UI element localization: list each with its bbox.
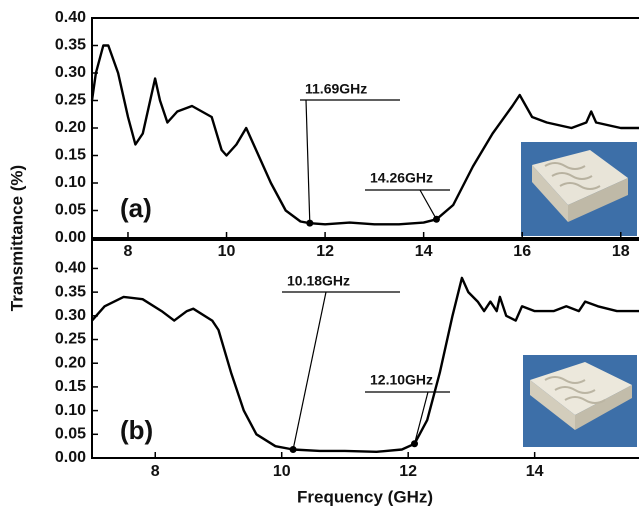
y-tick-label: 0.35 [55, 283, 86, 300]
x-tick-label: 8 [151, 463, 160, 480]
x-tick-label: 16 [513, 243, 531, 260]
data-line [91, 276, 639, 453]
y-tick-label: 0.15 [55, 147, 86, 164]
y-tick-label: 0.05 [55, 426, 86, 443]
inset-photo-b [523, 355, 637, 447]
annotation-label: 10.18GHz [287, 273, 350, 289]
y-tick-label: 0.25 [55, 92, 86, 109]
x-tick-label: 8 [124, 243, 133, 260]
annotation-marker [432, 215, 440, 223]
y-tick-label: 0.00 [55, 449, 86, 466]
y-tick-label: 0.10 [55, 402, 86, 419]
y-tick-label: 0.30 [55, 307, 86, 324]
data-line [90, 44, 639, 226]
x-tick-label: 10 [273, 463, 291, 480]
y-tick-label: 0.40 [55, 260, 86, 277]
annotation-leader [305, 99, 311, 224]
annotation-marker [289, 445, 297, 453]
y-tick-label: 0.30 [55, 64, 86, 81]
annotation-label: 11.69GHz [305, 81, 367, 97]
y-tick-label: 0.10 [55, 174, 86, 191]
y-tick-label: 0.15 [55, 378, 86, 395]
panel-label: (b) [120, 415, 153, 445]
x-axis-label: Frequency (GHz) [297, 487, 433, 506]
y-tick-label: 0.25 [55, 331, 86, 348]
annotation-label: 14.26GHz [370, 170, 433, 186]
inset-photo-a [521, 142, 637, 236]
x-tick-label: 14 [526, 463, 544, 480]
y-tick-label: 0.20 [55, 119, 86, 136]
x-tick-label: 14 [415, 243, 433, 260]
y-tick-label: 0.35 [55, 37, 86, 54]
panel-label: (a) [120, 193, 152, 223]
annotation-leader [413, 391, 429, 444]
annotation-leader [292, 291, 327, 450]
annotation-label: 12.10GHz [370, 372, 433, 388]
x-tick-label: 18 [612, 243, 630, 260]
annotation-marker [411, 440, 419, 448]
plot-frame [91, 239, 639, 459]
y-tick-label: 0.20 [55, 354, 86, 371]
annotation-leader [419, 189, 437, 220]
x-tick-label: 12 [316, 243, 334, 260]
y-tick-label: 0.05 [55, 202, 86, 219]
x-tick-label: 10 [218, 243, 236, 260]
x-tick-label: 12 [399, 463, 417, 480]
y-tick-label: 0.00 [55, 229, 86, 246]
y-axis-label: Transmittance (%) [7, 165, 26, 311]
y-tick-label: 0.40 [55, 9, 86, 26]
annotation-marker [306, 219, 314, 227]
